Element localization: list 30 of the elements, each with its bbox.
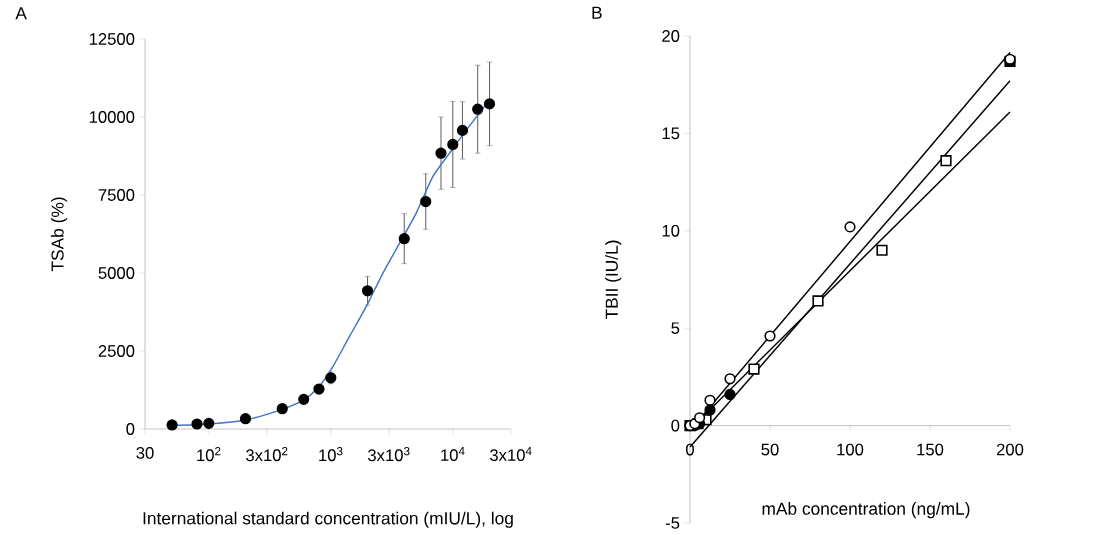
x-tick-label: 200	[996, 443, 1024, 456]
x-tick-label: 30	[136, 447, 154, 459]
y-tick-label: 7500	[98, 189, 135, 201]
y-tick-label: 20	[662, 30, 680, 42]
x-axis-title: mAb concentration (ng/mL)	[762, 502, 970, 519]
x-tick-label: 0	[686, 443, 694, 456]
y-tick-label: 10000	[89, 111, 135, 123]
y-axis-title: TBII (IU/L)	[605, 240, 622, 320]
x-tick-label: 100	[837, 443, 864, 456]
text: B	[592, 6, 602, 19]
x-tick-label: 10$^{2}$	[197, 447, 221, 462]
y-tick-label: 0	[671, 419, 680, 432]
y-tick-label: -5	[665, 517, 680, 529]
x-tick-label: 3x10$^{4}$	[489, 447, 532, 462]
x-tick-label: 150	[917, 443, 944, 456]
y-tick-label: 15	[662, 127, 680, 140]
y-tick-label: 0	[126, 423, 135, 435]
y-tick-label: 12500	[89, 33, 135, 45]
y-axis-title: TSAb (%)	[50, 197, 68, 272]
x-tick-label: 3x10$^{3}$	[367, 447, 410, 462]
y-tick-label: 2500	[98, 345, 135, 357]
y-tick-label: 10	[662, 224, 680, 237]
x-tick-label: 3x10$^{2}$	[245, 447, 288, 462]
y-tick-label: 5	[671, 322, 680, 335]
x-axis-title: International standard concentration (mIU/L), log	[143, 511, 513, 528]
y-tick-label: 5000	[98, 267, 135, 279]
x-tick-label: 10$^{4}$	[441, 447, 465, 462]
text: A	[15, 7, 27, 20]
x-tick-label: 50	[761, 443, 779, 456]
x-tick-label: 10$^{3}$	[319, 447, 343, 462]
